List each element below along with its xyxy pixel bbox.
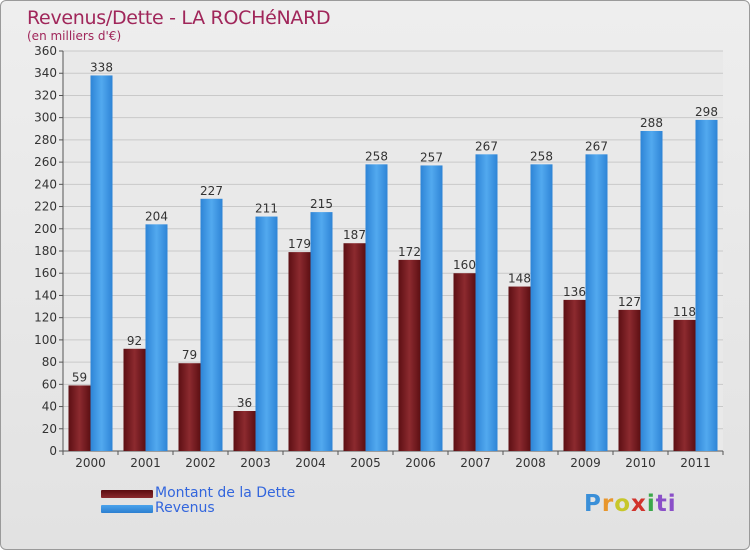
bar-debt <box>343 243 366 451</box>
y-tick-label: 280 <box>34 133 57 147</box>
y-tick-label: 340 <box>34 66 57 80</box>
y-tick-label: 220 <box>34 200 57 214</box>
data-label-revenue: 338 <box>90 60 113 74</box>
data-label-revenue: 288 <box>640 116 663 130</box>
x-tick-label: 2011 <box>680 456 711 470</box>
data-label-debt: 187 <box>343 228 366 242</box>
legend-item-debt: Montant de la Dette <box>101 486 295 501</box>
data-label-debt: 160 <box>453 258 476 272</box>
y-tick-label: 320 <box>34 88 57 102</box>
data-label-debt: 148 <box>508 272 531 286</box>
x-tick-label: 2004 <box>295 456 326 470</box>
data-label-revenue: 258 <box>365 149 388 163</box>
data-label-debt: 36 <box>237 396 252 410</box>
bar-debt <box>288 252 311 451</box>
y-tick-label: 260 <box>34 155 57 169</box>
bar-debt <box>178 363 201 451</box>
bar-revenue <box>530 164 553 452</box>
y-tick-label: 360 <box>34 44 57 58</box>
data-label-revenue: 298 <box>695 105 718 119</box>
bar-revenue <box>475 154 498 452</box>
x-tick-label: 2002 <box>185 456 216 470</box>
y-tick-label: 140 <box>34 288 57 302</box>
bar-revenue <box>200 198 223 451</box>
data-label-revenue: 227 <box>200 184 223 198</box>
x-tick-label: 2009 <box>570 456 601 470</box>
legend-swatch-debt <box>101 489 153 498</box>
bar-revenue <box>365 164 388 452</box>
x-tick-label: 2005 <box>350 456 381 470</box>
data-label-revenue: 204 <box>145 209 168 223</box>
bar-debt <box>233 411 256 451</box>
proxiti-logo: Proxiti <box>584 491 677 517</box>
bar-revenue <box>420 165 443 451</box>
chart-subtitle: (en milliers d'€) <box>27 29 122 43</box>
bar-debt <box>453 273 476 451</box>
legend: Montant de la Dette Revenus <box>101 486 295 516</box>
data-label-revenue: 215 <box>310 197 333 211</box>
data-label-debt: 136 <box>563 285 586 299</box>
y-tick-label: 240 <box>34 177 57 191</box>
bar-revenue <box>695 119 718 451</box>
x-tick-label: 2008 <box>515 456 546 470</box>
data-label-debt: 59 <box>72 370 87 384</box>
y-tick-label: 100 <box>34 333 57 347</box>
legend-item-revenue: Revenus <box>101 501 295 516</box>
bar-revenue <box>90 75 113 451</box>
y-tick-label: 300 <box>34 111 57 125</box>
bar-revenue <box>640 131 663 451</box>
legend-swatch-revenue <box>101 504 153 513</box>
data-label-debt: 172 <box>398 245 421 259</box>
legend-label-revenue: Revenus <box>155 500 215 516</box>
data-label-revenue: 211 <box>255 202 278 216</box>
bar-debt <box>563 299 586 451</box>
legend-label-debt: Montant de la Dette <box>155 485 296 501</box>
data-label-debt: 92 <box>127 334 142 348</box>
y-tick-label: 0 <box>49 444 57 458</box>
bar-revenue <box>585 154 608 452</box>
bar-debt <box>68 385 91 451</box>
x-tick-label: 2007 <box>460 456 491 470</box>
y-tick-label: 40 <box>42 400 57 414</box>
data-label-revenue: 257 <box>420 150 443 164</box>
bar-revenue <box>310 212 333 451</box>
x-tick-label: 2010 <box>625 456 656 470</box>
bar-debt <box>673 319 696 451</box>
x-tick-label: 2006 <box>405 456 436 470</box>
data-label-debt: 179 <box>288 237 311 251</box>
bar-revenue <box>145 224 168 451</box>
x-tick-label: 2000 <box>75 456 106 470</box>
data-label-revenue: 258 <box>530 149 553 163</box>
y-tick-label: 120 <box>34 311 57 325</box>
bar-debt <box>123 348 146 451</box>
data-label-revenue: 267 <box>475 139 498 153</box>
y-tick-label: 180 <box>34 244 57 258</box>
y-tick-label: 80 <box>42 355 57 369</box>
data-label-debt: 79 <box>182 348 197 362</box>
y-tick-label: 60 <box>42 377 57 391</box>
data-label-debt: 118 <box>673 305 696 319</box>
data-label-debt: 127 <box>618 295 641 309</box>
chart-title: Revenus/Dette - LA ROCHéNARD <box>27 7 331 29</box>
bar-debt <box>508 286 531 451</box>
bar-debt <box>398 259 421 451</box>
y-tick-label: 160 <box>34 266 57 280</box>
data-label-revenue: 267 <box>585 139 608 153</box>
bar-revenue <box>255 216 278 451</box>
x-tick-label: 2001 <box>130 456 161 470</box>
y-tick-label: 20 <box>42 422 57 436</box>
y-tick-label: 200 <box>34 222 57 236</box>
bar-debt <box>618 309 641 451</box>
x-tick-label: 2003 <box>240 456 271 470</box>
